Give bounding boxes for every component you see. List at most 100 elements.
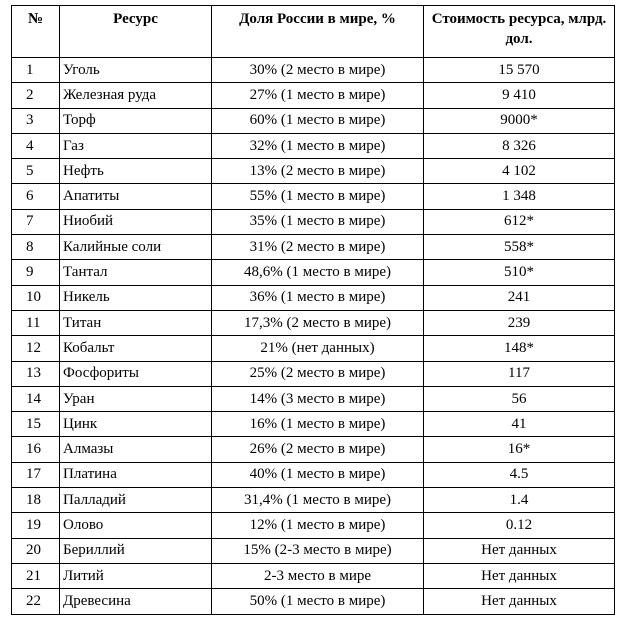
header-row: № Ресурс Доля России в мире, % Стоимость… [11, 5, 615, 58]
resource-value: 4 102 [423, 158, 615, 185]
row-number: 19 [11, 512, 60, 539]
row-number: 21 [11, 562, 60, 590]
table-row: 22 Древесина 50% (1 место в мире) Нет данны… [11, 588, 615, 615]
resource-name: Палладий [59, 487, 212, 514]
resources-table: № Ресурс Доля России в мире, % Стоимость… [11, 5, 615, 615]
row-number: 6 [11, 183, 60, 210]
resource-value: 8 326 [423, 132, 615, 160]
russia-share: 27% (1 место в мире) [211, 82, 424, 109]
resource-name: Литий [59, 562, 212, 590]
table-row: 6 Апатиты 55% (1 место в мире) 1 348 [11, 183, 615, 210]
table-row: 3 Торф 60% (1 место в мире) 9000* [11, 107, 615, 134]
russia-share: 26% (2 место в мире) [211, 436, 424, 463]
resource-name: Ниобий [59, 208, 212, 236]
russia-share: 36% (1 место в мире) [211, 284, 424, 311]
russia-share: 2-3 место в мире [211, 562, 424, 590]
resource-name: Платина [59, 461, 212, 489]
russia-share: 40% (1 место в мире) [211, 461, 424, 489]
table-row: 4 Газ 32% (1 место в мире) 8 326 [11, 132, 615, 160]
resource-name: Фосфориты [59, 360, 212, 387]
resource-name: Древесина [59, 588, 212, 615]
row-number: 12 [11, 335, 60, 362]
russia-share: 13% (2 место в мире) [211, 158, 424, 185]
russia-share: 32% (1 место в мире) [211, 132, 424, 160]
header-share: Доля России в мире, % [211, 5, 424, 58]
russia-share: 50% (1 место в мире) [211, 588, 424, 615]
row-number: 8 [11, 234, 60, 261]
table-row: 9 Тантал 48,6% (1 место в мире) 510* [11, 259, 615, 286]
resource-value: 56 [423, 385, 615, 413]
russia-share: 31,4% (1 место в мире) [211, 487, 424, 514]
resource-value: 16* [423, 436, 615, 463]
resource-name: Уран [59, 385, 212, 413]
russia-share: 60% (1 место в мире) [211, 107, 424, 134]
russia-share: 21% (нет данных) [211, 335, 424, 362]
header-resource: Ресурс [59, 5, 212, 58]
row-number: 4 [11, 132, 60, 160]
row-number: 22 [11, 588, 60, 615]
header-value: Стоимость ресурса, млрд. дол. [423, 5, 615, 58]
row-number: 3 [11, 107, 60, 134]
resource-value: 558* [423, 234, 615, 261]
table-row: 16 Алмазы 26% (2 место в мире) 16* [11, 436, 615, 463]
resource-name: Уголь [59, 56, 212, 84]
resource-value: 4.5 [423, 461, 615, 489]
russia-share: 31% (2 место в мире) [211, 234, 424, 261]
resource-name: Нефть [59, 158, 212, 185]
table-row: 19 Олово 12% (1 место в мире) 0.12 [11, 512, 615, 539]
resource-value: 117 [423, 360, 615, 387]
russia-share: 25% (2 место в мире) [211, 360, 424, 387]
row-number: 14 [11, 385, 60, 413]
row-number: 16 [11, 436, 60, 463]
table-row: 5 Нефть 13% (2 место в мире) 4 102 [11, 158, 615, 185]
row-number: 20 [11, 537, 60, 564]
resource-value: 41 [423, 411, 615, 438]
resource-value: 239 [423, 309, 615, 337]
russia-share: 12% (1 место в мире) [211, 512, 424, 539]
row-number: 1 [11, 56, 60, 84]
table-row: 12 Кобальт 21% (нет данных) 148* [11, 335, 615, 362]
resource-value: 612* [423, 208, 615, 236]
russia-share: 15% (2-3 место в мире) [211, 537, 424, 564]
resource-value: Нет данных [423, 537, 615, 564]
row-number: 2 [11, 82, 60, 109]
resource-value: 148* [423, 335, 615, 362]
resource-value: 241 [423, 284, 615, 311]
resource-name: Цинк [59, 411, 212, 438]
row-number: 7 [11, 208, 60, 236]
resource-value: 0.12 [423, 512, 615, 539]
row-number: 17 [11, 461, 60, 489]
resource-name: Кобальт [59, 335, 212, 362]
table-body: 1 Уголь 30% (2 место в мире) 15 570 2 Железна… [11, 56, 615, 615]
row-number: 18 [11, 487, 60, 514]
row-number: 9 [11, 259, 60, 286]
table-row: 20 Бериллий 15% (2-3 место в мире) Нет данн… [11, 537, 615, 564]
russia-share: 14% (3 место в мире) [211, 385, 424, 413]
russia-share: 30% (2 место в мире) [211, 56, 424, 84]
row-number: 10 [11, 284, 60, 311]
resource-value: 1 348 [423, 183, 615, 210]
table-row: 2 Железная руда 27% (1 место в мире) 9 410 [11, 82, 615, 109]
row-number: 5 [11, 158, 60, 185]
table-row: 10 Никель 36% (1 место в мире) 241 [11, 284, 615, 311]
resource-name: Газ [59, 132, 212, 160]
resource-name: Тантал [59, 259, 212, 286]
resource-value: 510* [423, 259, 615, 286]
resource-value: Нет данных [423, 562, 615, 590]
resource-name: Апатиты [59, 183, 212, 210]
table-row: 18 Палладий 31,4% (1 место в мире) 1.4 [11, 487, 615, 514]
table-row: 1 Уголь 30% (2 место в мире) 15 570 [11, 56, 615, 84]
table-row: 11 Титан 17,3% (2 место в мире) 239 [11, 309, 615, 337]
table-header: № Ресурс Доля России в мире, % Стоимость… [11, 5, 615, 58]
resource-name: Титан [59, 309, 212, 337]
header-num: № [11, 5, 60, 58]
resource-name: Торф [59, 107, 212, 134]
russia-share: 17,3% (2 место в мире) [211, 309, 424, 337]
table-row: 7 Ниобий 35% (1 место в мире) 612* [11, 208, 615, 236]
russia-share: 16% (1 место в мире) [211, 411, 424, 438]
row-number: 15 [11, 411, 60, 438]
resource-value: 1.4 [423, 487, 615, 514]
table-row: 15 Цинк 16% (1 место в мире) 41 [11, 411, 615, 438]
row-number: 13 [11, 360, 60, 387]
